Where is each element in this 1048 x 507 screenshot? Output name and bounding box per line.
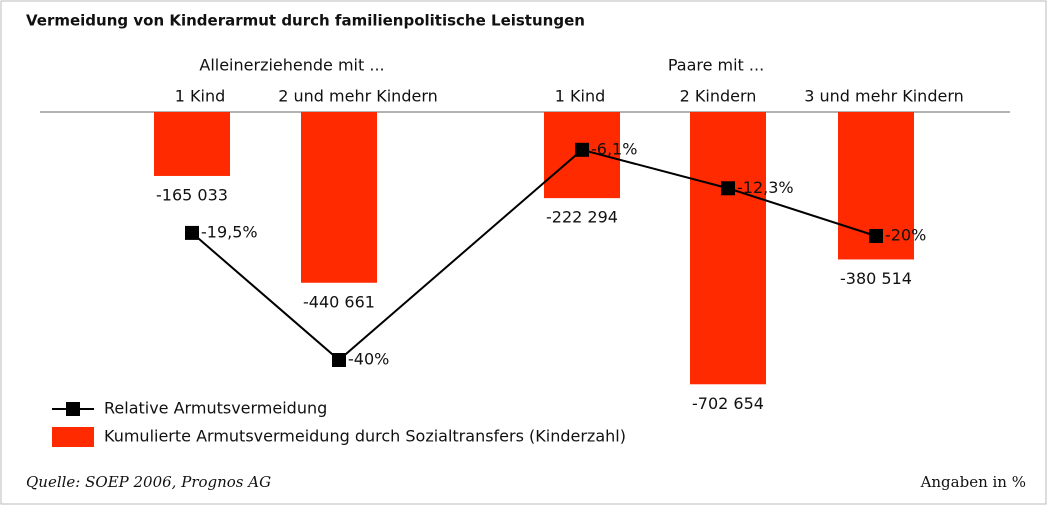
bar-value-label: -380 514 — [840, 269, 912, 288]
line-marker — [575, 142, 589, 157]
legend-swatch — [52, 427, 94, 447]
group-label: Alleinerziehende mit ... — [199, 56, 384, 75]
line-value-label: -19,5% — [201, 222, 258, 241]
x-tick-label: 2 Kindern — [680, 87, 757, 106]
line-value-label: -12,3% — [737, 178, 794, 197]
source: Quelle: SOEP 2006, Prognos AG — [26, 473, 271, 491]
line-value-label: -20% — [885, 226, 926, 245]
legend-label: Relative Armutsvermeidung — [104, 399, 327, 418]
bar — [154, 112, 230, 176]
line-marker — [332, 353, 346, 367]
x-tick-label: 1 Kind — [175, 87, 226, 106]
x-tick-label: 2 und mehr Kindern — [278, 87, 438, 106]
line-marker — [185, 225, 199, 240]
bar-value-label: -165 033 — [156, 185, 228, 204]
line-marker — [721, 181, 735, 196]
chart-title: Vermeidung von Kinderarmut durch familie… — [26, 12, 585, 30]
bar-value-label: -222 294 — [546, 208, 618, 227]
x-tick-label: 1 Kind — [555, 87, 606, 106]
x-tick-label: 3 und mehr Kindern — [804, 87, 964, 106]
bar — [690, 112, 766, 385]
legend-label: Kumulierte Armutsvermeidung durch Sozial… — [104, 427, 626, 446]
bar-value-label: -440 661 — [303, 292, 375, 311]
legend-marker — [66, 402, 80, 416]
bar-value-label: -702 654 — [692, 394, 764, 413]
line-marker — [869, 229, 883, 243]
note: Angaben in % — [920, 473, 1026, 491]
bar — [301, 112, 377, 283]
group-label: Paare mit ... — [668, 56, 764, 75]
line-value-label: -40% — [348, 350, 389, 369]
line-value-label: -6,1% — [591, 139, 637, 158]
